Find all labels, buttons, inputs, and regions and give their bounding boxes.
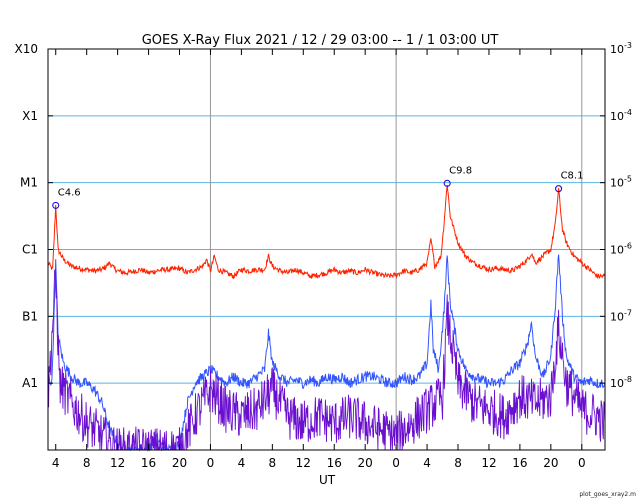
x-axis: 4 8 12 16 20 0 4 8 12 16 20 0 4 8 12 16 20 0 [52,49,586,470]
flare-marker [555,185,563,193]
x-tick-label: 4 [52,456,60,470]
plot-credit: plot_goes_xray2.m [579,491,636,498]
class-tick-label: B1 [22,309,38,323]
x-tick-label: 16 [327,456,342,470]
x-tick-label: 8 [83,456,91,470]
x-tick-label: 4 [238,456,246,470]
data-series [47,185,606,452]
x-tick-label: 4 [423,456,431,470]
x-axis-label: UT [319,473,336,487]
flux-tick-label: 10-8 [610,375,632,390]
left-class-axis: A1 B1 C1 M1 X1 X10 [15,42,53,390]
flux-tick-label: 10-6 [610,242,632,257]
flare-marker [52,201,60,209]
flare-markers: C4.6 C9.8 C8.1 [52,165,584,209]
flux-tick-label: 10-5 [610,175,632,190]
x-tick-label: 0 [392,456,400,470]
class-tick-label: C1 [22,243,38,257]
x-tick-label: 16 [141,456,156,470]
x-tick-label: 20 [358,456,373,470]
chart-title: GOES X-Ray Flux 2021 / 12 / 29 03:00 -- … [142,33,499,48]
x-tick-label: 0 [578,456,586,470]
x-tick-label: 16 [512,456,527,470]
series-line [47,185,606,280]
x-tick-label: 20 [543,456,558,470]
class-tick-label: X10 [15,42,39,56]
flux-tick-label: 10-4 [610,108,632,123]
x-tick-label: 12 [296,456,311,470]
x-tick-label: 12 [481,456,496,470]
right-flux-axis: 10-8 10-7 10-6 10-5 10-4 10-3 [600,41,632,390]
flare-label: C9.8 [449,165,472,176]
class-tick-label: A1 [22,376,38,390]
grid-lines [48,49,605,450]
x-tick-label: 8 [269,456,277,470]
flare-label: C8.1 [561,171,584,182]
x-tick-label: 12 [110,456,125,470]
x-tick-label: 20 [172,456,187,470]
flare-marker [443,179,451,187]
x-tick-label: 8 [454,456,462,470]
flux-tick-label: 10-3 [610,41,632,56]
flare-label: C4.6 [58,187,81,198]
flux-tick-label: 10-7 [610,308,632,323]
x-tick-label: 0 [207,456,215,470]
class-tick-label: M1 [20,176,38,190]
class-tick-label: X1 [22,109,38,123]
